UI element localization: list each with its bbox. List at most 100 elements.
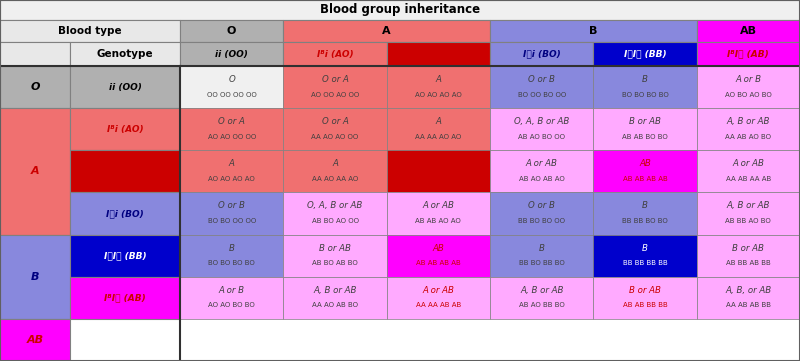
Text: O or A: O or A (322, 117, 349, 126)
Bar (697, 192, 800, 235)
Text: B or AB: B or AB (629, 286, 661, 295)
Text: A or AB: A or AB (526, 159, 558, 168)
Text: AA AB AB BB: AA AB AB BB (726, 303, 771, 308)
Bar (594, 150, 697, 192)
Bar (283, 192, 386, 235)
Text: IᴮIᴯ (AB): IᴮIᴯ (AB) (104, 293, 146, 302)
Text: AO OO AO OO: AO OO AO OO (311, 92, 359, 98)
Bar (0, 42, 70, 66)
Text: OO OO OO OO: OO OO OO OO (206, 92, 257, 98)
Bar (386, 66, 490, 108)
Bar (0, 235, 70, 319)
Text: AB BO AB BO: AB BO AB BO (312, 260, 358, 266)
Text: Iᴯi (BO): Iᴯi (BO) (106, 209, 144, 218)
Text: ii (OO): ii (OO) (215, 49, 248, 58)
Bar (70, 235, 180, 277)
Text: AA AO AA AO: AA AO AA AO (312, 176, 358, 182)
Text: A or B: A or B (218, 286, 245, 295)
Text: Blood group inheritance: Blood group inheritance (320, 4, 480, 17)
Text: Iᴯi (BO): Iᴯi (BO) (522, 49, 561, 58)
Text: IᴯIᴯ (BB): IᴯIᴯ (BB) (104, 251, 146, 260)
Bar (490, 235, 594, 277)
Text: O, A, B or AB: O, A, B or AB (307, 201, 362, 210)
Text: A: A (435, 159, 442, 168)
Text: O or A: O or A (322, 75, 349, 84)
Bar (594, 192, 697, 235)
Text: AA AA AO AO: AA AA AO AO (415, 134, 462, 140)
Text: O: O (30, 82, 40, 92)
Text: BO OO BO OO: BO OO BO OO (518, 92, 566, 98)
Text: AA AB AO BO: AA AB AO BO (726, 134, 771, 140)
Text: A: A (435, 75, 442, 84)
Text: IᴮIᴮ (AA): IᴮIᴮ (AA) (418, 49, 458, 58)
Bar (697, 20, 800, 42)
Bar (70, 150, 180, 192)
Bar (490, 192, 594, 235)
Bar (180, 66, 283, 108)
Text: AO BO AO BO: AO BO AO BO (725, 92, 772, 98)
Text: AO AO AO AO: AO AO AO AO (208, 176, 255, 182)
Bar (283, 277, 386, 319)
Text: AB AO AB AO: AB AO AB AO (518, 176, 565, 182)
Text: A: A (332, 159, 338, 168)
Text: AB AB BB BB: AB AB BB BB (622, 303, 667, 308)
Text: B or AB: B or AB (319, 244, 351, 253)
Text: AB BB AO BO: AB BB AO BO (726, 218, 771, 224)
Bar (697, 277, 800, 319)
Bar (594, 42, 697, 66)
Text: O or B: O or B (528, 201, 555, 210)
Text: Iᴮi (AO): Iᴮi (AO) (317, 49, 354, 58)
Bar (697, 108, 800, 150)
Bar (594, 235, 697, 277)
Bar (0, 0, 800, 20)
Text: BO BO BO BO: BO BO BO BO (208, 260, 255, 266)
Bar (386, 150, 490, 192)
Bar (594, 66, 697, 108)
Text: A: A (229, 159, 234, 168)
Text: A: A (30, 166, 39, 177)
Text: BO BO OO OO: BO BO OO OO (207, 218, 256, 224)
Text: Blood type: Blood type (58, 26, 122, 36)
Text: AB: AB (433, 244, 444, 253)
Text: AB AB AB AB: AB AB AB AB (416, 260, 461, 266)
Bar (180, 20, 283, 42)
Text: IᴮIᴯ (AB): IᴮIᴯ (AB) (727, 49, 770, 58)
Bar (697, 235, 800, 277)
Text: BB BO BO OO: BB BO BO OO (518, 218, 565, 224)
Bar (0, 20, 180, 42)
Text: AB AB BO BO: AB AB BO BO (622, 134, 668, 140)
Text: BB BO BB BO: BB BO BB BO (518, 260, 565, 266)
Text: A: A (435, 117, 442, 126)
Text: A, B or AB: A, B or AB (726, 201, 770, 210)
Bar (180, 192, 283, 235)
Text: AB AO BB BO: AB AO BB BO (518, 303, 565, 308)
Text: Iᴮi (AO): Iᴮi (AO) (106, 125, 143, 134)
Text: B: B (538, 244, 545, 253)
Bar (594, 108, 697, 150)
Text: AO AO AO AO: AO AO AO AO (415, 92, 462, 98)
Text: A, B or AB: A, B or AB (520, 286, 563, 295)
Text: BB BB BB BB: BB BB BB BB (622, 260, 667, 266)
Bar (180, 277, 283, 319)
Bar (180, 150, 283, 192)
Bar (386, 235, 490, 277)
Bar (283, 150, 386, 192)
Text: BB BB BO BO: BB BB BO BO (622, 218, 668, 224)
Text: B or AB: B or AB (629, 117, 661, 126)
Bar (490, 20, 697, 42)
Text: B: B (229, 244, 234, 253)
Bar (697, 42, 800, 66)
Text: O or B: O or B (218, 201, 245, 210)
Text: O: O (227, 26, 236, 36)
Text: AB AB AO AO: AB AB AO AO (415, 218, 462, 224)
Text: AB: AB (26, 335, 43, 345)
Bar (283, 108, 386, 150)
Text: AB AO BO OO: AB AO BO OO (518, 134, 565, 140)
Bar (283, 235, 386, 277)
Text: B: B (642, 244, 648, 253)
Text: AA AO AO OO: AA AO AO OO (311, 134, 358, 140)
Bar (386, 277, 490, 319)
Text: A, B, or AB: A, B, or AB (726, 286, 771, 295)
Bar (283, 66, 386, 108)
Bar (283, 42, 386, 66)
